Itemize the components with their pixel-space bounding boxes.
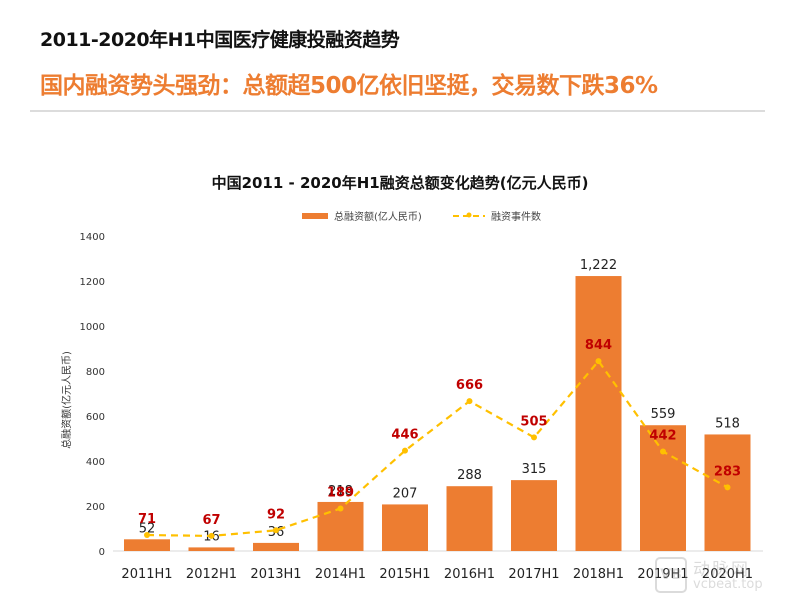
bar-data-label: 315 [522, 462, 547, 477]
line-path [146, 359, 729, 538]
line-data-label: 92 [267, 507, 285, 522]
bar-data-label: 207 [393, 486, 418, 501]
x-tick-label: 2013H1 [250, 567, 301, 582]
bar-data-label: 288 [457, 468, 482, 483]
legend-line-label: 融资事件数 [491, 210, 541, 223]
x-tick-label: 2011H1 [121, 567, 172, 582]
x-tick-label: 2012H1 [186, 567, 237, 582]
bar-data-label: 1,222 [580, 258, 617, 273]
y-tick-label: 600 [86, 412, 105, 423]
y-tick-label: 1400 [80, 232, 105, 243]
line-data-label: 71 [138, 512, 156, 527]
line-data-labels: 71 67 92 189 446 666 505 844 442 283 [138, 338, 741, 528]
line-point-2019H1 [660, 448, 666, 455]
y-axis-ticks: 0 200 400 600 800 1000 1200 1400 [80, 232, 105, 558]
page-subheadline: 国内融资势头强劲：总额超500亿依旧坚挺，交易数下跌36% [40, 73, 658, 99]
line-data-label: 844 [585, 338, 612, 353]
y-tick-label: 0 [99, 547, 105, 558]
bar-data-label: 218 [328, 484, 353, 499]
line-point-2013H1 [273, 527, 279, 534]
bar-data-label: 52 [139, 521, 156, 536]
line-point-2014H1 [337, 505, 344, 512]
y-tick-label: 800 [86, 367, 105, 378]
line-point-2012H1 [208, 532, 215, 539]
page-headline: 2011-2020年H1中国医疗健康投融资趋势 [40, 29, 400, 51]
line-data-label: 505 [520, 414, 547, 429]
y-tick-label: 1200 [80, 277, 105, 288]
y-tick-label: 1000 [80, 322, 105, 333]
line-point-2018H1 [595, 358, 602, 365]
bar-2013H1 [253, 542, 299, 551]
x-tick-label: 2018H1 [573, 567, 624, 582]
line-data-label: 446 [391, 428, 418, 443]
header-divider [30, 110, 765, 112]
y-tick-label: 200 [86, 502, 105, 513]
bar-data-label: 518 [715, 416, 740, 431]
y-tick-label: 400 [86, 457, 105, 468]
line-point-2017H1 [531, 434, 537, 441]
legend-line-marker [466, 212, 472, 218]
line-data-label: 67 [202, 513, 220, 528]
legend-bar-swatch [302, 213, 328, 219]
line-point-2015H1 [402, 447, 408, 454]
bar-series [124, 276, 751, 551]
watermark: VB 动脉网 vcbeat.top [655, 555, 765, 595]
x-tick-label: 2014H1 [315, 567, 366, 582]
x-tick-label: 2016H1 [444, 567, 495, 582]
line-point-2020H1 [724, 484, 731, 491]
bar-data-label: 559 [651, 407, 676, 422]
line-data-label: 442 [649, 429, 676, 444]
line-data-label: 189 [327, 485, 354, 500]
bar-2016H1 [446, 486, 493, 551]
x-tick-label: 2017H1 [508, 567, 559, 582]
line-point-2011H1 [144, 532, 150, 539]
line-data-label: 283 [714, 464, 741, 479]
watermark-url: vcbeat.top [693, 577, 763, 592]
bar-2017H1 [511, 480, 557, 551]
x-tick-label: 2019H1 [637, 567, 688, 582]
bar-2020H1 [704, 434, 751, 551]
bar-2015H1 [382, 504, 428, 551]
line-series [144, 358, 731, 539]
bar-2012H1 [188, 547, 235, 551]
line-data-label: 666 [456, 378, 483, 393]
bar-2018H1 [575, 276, 622, 551]
watermark-name: 动脉网 [693, 560, 750, 580]
bar-2019H1 [640, 425, 686, 551]
chart-title: 中国2011 - 2020年H1融资总额变化趋势(亿元人民币) [211, 174, 589, 192]
legend-bar-label: 总融资额(亿人民币) [334, 210, 422, 223]
bar-2011H1 [124, 539, 170, 551]
y-axis-label: 总融资额(亿元人民币) [60, 351, 73, 449]
x-tick-label: 2020H1 [702, 567, 753, 582]
x-tick-label: 2015H1 [379, 567, 430, 582]
legend: 总融资额(亿人民币) 融资事件数 [302, 210, 541, 223]
line-point-2016H1 [466, 398, 473, 405]
x-axis-labels: 2011H1 2012H1 2013H1 2014H1 2015H1 2016H1 2017… [121, 567, 753, 582]
watermark-logo-icon: VB [655, 557, 687, 593]
